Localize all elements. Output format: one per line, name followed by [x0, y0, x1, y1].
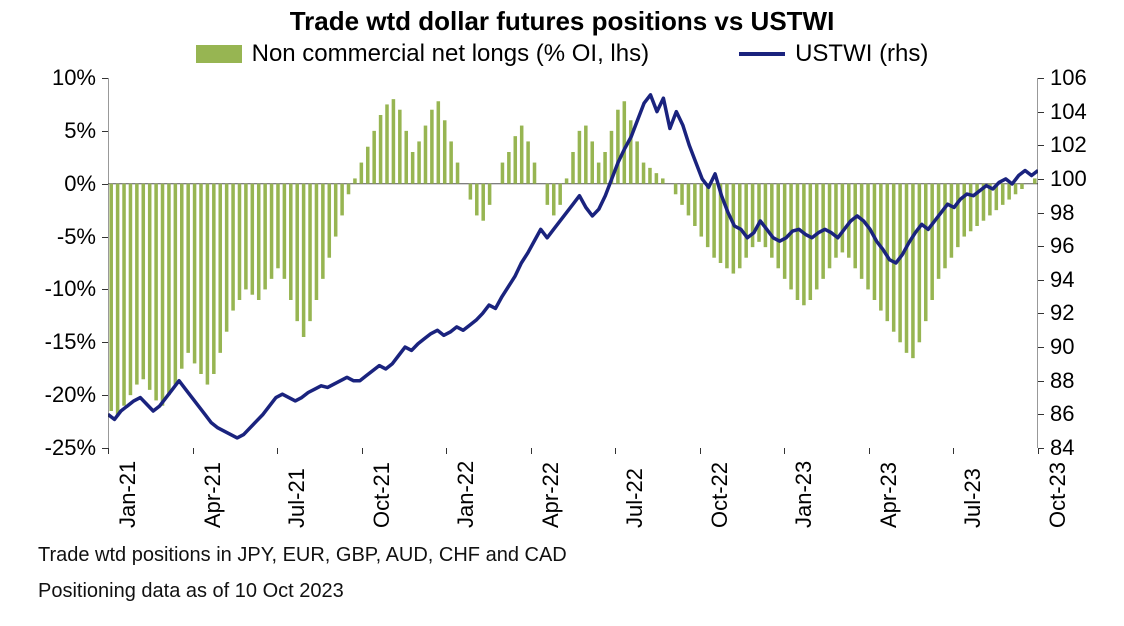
y-right-label: 90 — [1050, 334, 1074, 360]
x-axis-label: Oct-21 — [369, 462, 395, 528]
y-left-label: -25% — [45, 435, 96, 461]
legend-item-line: USTWI (rhs) — [739, 40, 928, 68]
y-left-label: 0% — [64, 171, 96, 197]
chart-title: Trade wtd dollar futures positions vs US… — [0, 6, 1124, 37]
y-left-label: -5% — [57, 224, 96, 250]
y-left-label: -20% — [45, 382, 96, 408]
y-right-label: 96 — [1050, 233, 1074, 259]
x-axis-label: Jul-21 — [284, 468, 310, 528]
y-right-label: 86 — [1050, 401, 1074, 427]
legend-swatch-line — [739, 52, 785, 56]
x-axis-label: Apr-21 — [200, 462, 226, 528]
x-axis-label: Jan-21 — [115, 461, 141, 528]
plot-svg — [108, 78, 1038, 448]
y-right-label: 94 — [1050, 267, 1074, 293]
y-right-label: 92 — [1050, 300, 1074, 326]
y-right-label: 102 — [1050, 132, 1087, 158]
x-axis-label: Jul-22 — [622, 468, 648, 528]
y-right-label: 104 — [1050, 99, 1087, 125]
footnote-2: Positioning data as of 10 Oct 2023 — [38, 580, 344, 603]
y-right-label: 84 — [1050, 435, 1074, 461]
y-left-label: 10% — [52, 65, 96, 91]
y-right-label: 98 — [1050, 200, 1074, 226]
x-axis-label: Apr-23 — [876, 462, 902, 528]
y-left-label: -15% — [45, 329, 96, 355]
x-axis-label: Jan-22 — [453, 461, 479, 528]
y-left-label: 5% — [64, 118, 96, 144]
x-axis-label: Jan-23 — [791, 461, 817, 528]
legend-label-line: USTWI (rhs) — [795, 40, 928, 68]
x-axis-label: Oct-23 — [1045, 462, 1071, 528]
y-right-label: 106 — [1050, 65, 1087, 91]
chart-container: Trade wtd dollar futures positions vs US… — [0, 0, 1124, 626]
legend: Non commercial net longs (% OI, lhs) UST… — [0, 40, 1124, 68]
legend-item-bars: Non commercial net longs (% OI, lhs) — [196, 40, 649, 68]
x-axis-label: Oct-22 — [707, 462, 733, 528]
y-right-label: 100 — [1050, 166, 1087, 192]
y-right-label: 88 — [1050, 368, 1074, 394]
footnote-1: Trade wtd positions in JPY, EUR, GBP, AU… — [38, 544, 567, 567]
legend-swatch-bar — [196, 45, 242, 63]
x-axis-label: Jul-23 — [960, 468, 986, 528]
legend-label-bars: Non commercial net longs (% OI, lhs) — [252, 40, 649, 68]
x-axis-label: Apr-22 — [538, 462, 564, 528]
y-left-label: -10% — [45, 276, 96, 302]
